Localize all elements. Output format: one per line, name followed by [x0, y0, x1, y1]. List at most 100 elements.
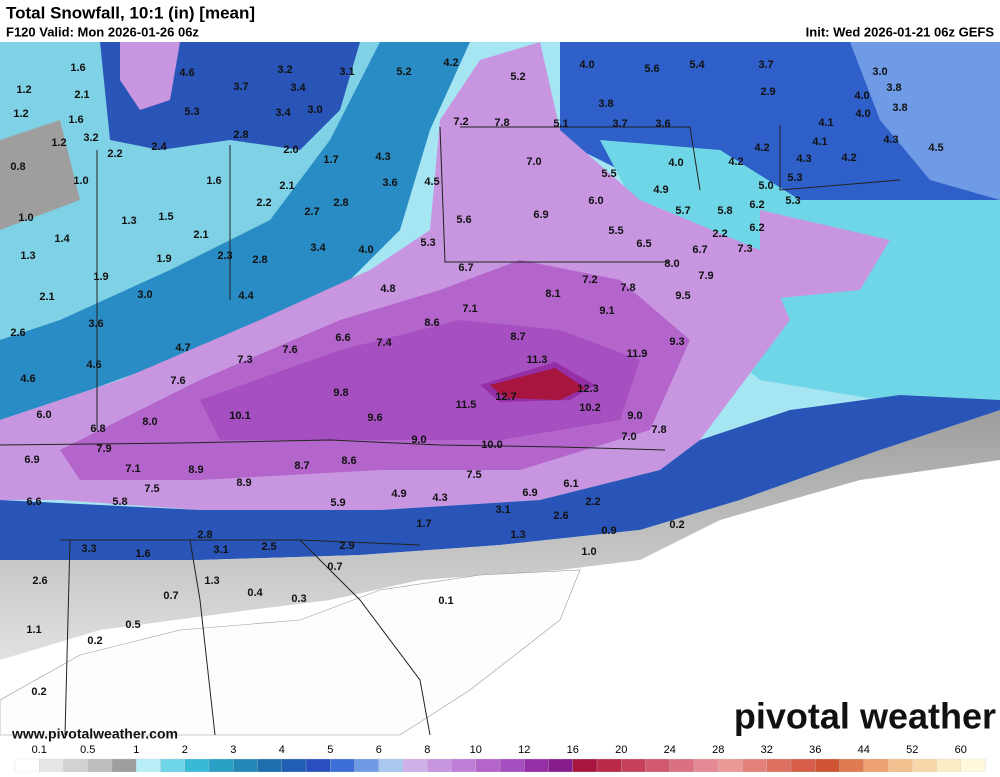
legend-tick-label: 32 — [761, 744, 773, 756]
snow-label: 9.6 — [367, 412, 382, 424]
legend-swatch — [693, 758, 719, 773]
snow-label: 1.6 — [135, 548, 150, 560]
map-labels: 1.6 4.6 3.2 3.1 5.2 4.2 5.2 4.0 5.6 5.4 3.7 3.0 1.2 2… — [10, 57, 943, 698]
snow-label: 3.7 — [612, 118, 627, 130]
snow-label: 3.4 — [275, 107, 291, 119]
snow-label: 5.1 — [553, 118, 568, 130]
snow-label: 1.3 — [510, 529, 525, 541]
snow-label: 6.9 — [24, 454, 39, 466]
snow-label: 6.0 — [588, 195, 603, 207]
snow-label: 8.9 — [188, 464, 203, 476]
legend-tick-label: 16 — [567, 744, 579, 756]
snow-label: 7.2 — [582, 274, 597, 286]
snow-label: 7.3 — [237, 354, 252, 366]
snow-label: 5.5 — [601, 168, 616, 180]
legend-swatch — [718, 758, 743, 773]
legend-swatch — [887, 758, 913, 773]
snow-label: 7.9 — [96, 443, 111, 455]
legend-swatch — [548, 758, 574, 773]
snow-label: 7.8 — [651, 424, 666, 436]
snow-label: 4.2 — [443, 57, 458, 69]
snow-label: 5.3 — [420, 237, 435, 249]
snow-label: 7.4 — [376, 337, 392, 349]
snow-label: 5.7 — [675, 205, 690, 217]
snow-label: 8.1 — [545, 288, 560, 300]
website[interactable]: www.pivotalweather.com — [11, 726, 178, 742]
snow-label: 7.1 — [125, 463, 140, 475]
snow-label: 3.7 — [758, 59, 773, 71]
legend-tick-label: 10 — [470, 744, 482, 756]
snow-label: 4.6 — [20, 373, 35, 385]
snow-label: 7.6 — [170, 375, 185, 387]
snow-label: 4.1 — [812, 136, 827, 148]
snow-label: 2.4 — [151, 141, 167, 153]
legend-swatch — [499, 758, 525, 773]
snow-label: 2.2 — [585, 496, 600, 508]
legend-swatch — [402, 758, 428, 773]
snow-label: 10.2 — [579, 402, 600, 414]
snow-label: 3.6 — [655, 118, 670, 130]
snow-label: 3.6 — [382, 177, 397, 189]
snow-label: 1.3 — [204, 575, 219, 587]
snow-label: 5.6 — [456, 214, 471, 226]
snow-label: 9.1 — [599, 305, 614, 317]
legend-tick-label: 28 — [712, 744, 724, 756]
snow-label: 5.6 — [644, 63, 659, 75]
snow-label: 4.0 — [579, 59, 594, 71]
title: Total Snowfall, 10:1 (in) [mean] — [6, 3, 255, 22]
map — [0, 42, 1000, 772]
snow-label: 0.1 — [438, 595, 453, 607]
snow-label: 9.8 — [333, 387, 348, 399]
legend-swatch — [257, 758, 283, 773]
snow-label: 2.6 — [10, 327, 25, 339]
legend-swatch — [766, 758, 792, 773]
legend-swatch — [427, 758, 452, 773]
snow-label: 0.5 — [125, 619, 140, 631]
snow-label: 1.9 — [93, 271, 108, 283]
snow-label: 1.6 — [206, 175, 221, 187]
snow-label: 8.7 — [294, 460, 309, 472]
snow-label: 6.6 — [335, 332, 350, 344]
snow-label: 12.7 — [495, 391, 516, 403]
snow-label: 6.2 — [749, 222, 764, 234]
snow-label: 2.9 — [339, 540, 354, 552]
snow-label: 6.7 — [692, 244, 707, 256]
snow-label: 5.8 — [717, 205, 732, 217]
snow-label: 2.1 — [39, 291, 54, 303]
legend-tick-label: 2 — [182, 744, 188, 756]
snow-label: 10.0 — [481, 439, 502, 451]
legend-tick-label: 12 — [518, 744, 530, 756]
snow-label: 1.0 — [18, 212, 33, 224]
legend-swatch — [451, 758, 477, 773]
legend-swatch — [524, 758, 549, 773]
snow-label: 4.0 — [855, 108, 870, 120]
snow-label: 3.1 — [495, 504, 510, 516]
legend-tick-label: 52 — [906, 744, 918, 756]
legend-swatch — [136, 758, 161, 773]
snow-label: 4.9 — [391, 488, 406, 500]
legend-swatch — [63, 758, 89, 773]
legend-swatch — [669, 758, 695, 773]
snow-label: 2.3 — [217, 250, 232, 262]
snow-label: 2.2 — [712, 228, 727, 240]
snow-label: 1.6 — [70, 62, 85, 74]
legend-swatch — [645, 758, 671, 773]
legend-swatch — [378, 758, 404, 773]
snow-label: 4.2 — [728, 156, 743, 168]
legend-tick-label: 20 — [615, 744, 627, 756]
legend-swatch — [572, 758, 598, 773]
legend-tick-label: 60 — [955, 744, 967, 756]
purple-area — [120, 42, 180, 110]
snow-label: 9.0 — [411, 434, 426, 446]
snow-label: 6.2 — [749, 199, 764, 211]
maroon-area — [490, 368, 585, 400]
snow-label: 1.1 — [26, 624, 41, 636]
snow-label: 0.4 — [247, 587, 263, 599]
snow-label: 5.2 — [396, 66, 411, 78]
snow-label: 0.9 — [601, 525, 616, 537]
blue-area — [0, 395, 1000, 560]
snow-label: 4.9 — [653, 184, 668, 196]
snow-label: 2.8 — [233, 129, 248, 141]
snow-label: 7.9 — [698, 270, 713, 282]
